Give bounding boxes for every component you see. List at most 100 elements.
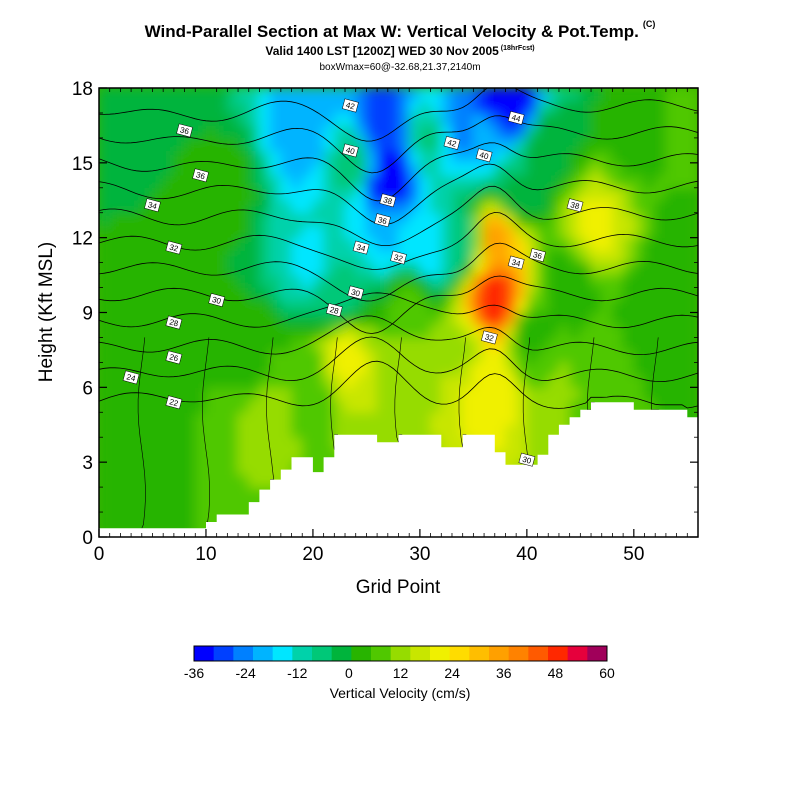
velocity-cell: [151, 349, 164, 363]
velocity-cell: [162, 411, 175, 426]
velocity-cell: [494, 374, 506, 388]
velocity-cell: [611, 349, 624, 363]
velocity-cell: [269, 424, 282, 438]
velocity-cell: [99, 336, 111, 351]
velocity-cell: [216, 262, 228, 276]
velocity-cell: [205, 312, 218, 326]
velocity-cell: [451, 436, 464, 451]
velocity-cell: [483, 237, 496, 251]
velocity-cell: [419, 224, 432, 239]
theta-label-box: [342, 143, 359, 158]
velocity-cell: [141, 137, 153, 151]
velocity-cell: [665, 224, 678, 239]
velocity-cell: [504, 262, 517, 276]
velocity-cell: [547, 374, 560, 388]
velocity-cell: [323, 237, 335, 251]
theta-label-text: 42: [345, 100, 356, 111]
velocity-cell: [269, 237, 282, 251]
velocity-cell: [601, 187, 613, 201]
velocity-cell: [365, 199, 378, 214]
velocity-cell: [130, 499, 143, 513]
velocity-cell: [376, 411, 389, 426]
velocity-cell: [365, 237, 378, 251]
velocity-cell: [365, 424, 378, 438]
velocity-cell: [494, 174, 506, 189]
velocity-cell: [451, 224, 464, 239]
velocity-cell: [515, 374, 528, 388]
theta-label-text: 32: [393, 253, 404, 264]
velocity-cell: [622, 249, 635, 264]
velocity-cell: [430, 249, 442, 264]
velocity-cell: [258, 312, 271, 326]
velocity-cell: [130, 461, 143, 476]
velocity-cell: [462, 424, 474, 438]
velocity-cell: [141, 511, 153, 526]
velocity-cell: [644, 99, 656, 114]
velocity-cell: [119, 224, 132, 239]
velocity-cell: [387, 212, 399, 226]
velocity-cell: [237, 199, 250, 214]
velocity-cell: [430, 336, 442, 351]
velocity-cell: [119, 149, 132, 164]
velocity-cell: [622, 312, 635, 326]
velocity-cell: [504, 88, 517, 101]
velocity-cell: [504, 312, 517, 326]
velocity-cell: [579, 237, 592, 251]
theta-label: 34: [507, 255, 525, 270]
velocity-cell: [184, 274, 196, 289]
velocity-cell: [654, 287, 667, 301]
velocity-cell: [237, 486, 250, 501]
velocity-cell: [119, 249, 132, 264]
velocity-cell: [430, 399, 442, 413]
theta-contour-line: [99, 88, 698, 142]
velocity-cell: [258, 88, 271, 101]
velocity-cell: [686, 324, 698, 338]
velocity-cell: [119, 511, 132, 526]
velocity-cell: [537, 237, 549, 251]
velocity-cell: [162, 249, 175, 264]
velocity-cell: [205, 361, 218, 376]
velocity-cell: [344, 224, 357, 239]
velocity-cell: [686, 274, 698, 289]
velocity-cell: [130, 149, 143, 164]
velocity-cell: [323, 162, 335, 176]
velocity-cell: [430, 99, 442, 114]
velocity-cell: [312, 361, 325, 376]
theta-label: 30: [347, 285, 365, 300]
velocity-cell: [611, 212, 624, 226]
velocity-cell: [494, 112, 506, 126]
velocity-cell: [130, 137, 143, 151]
velocity-cell: [141, 374, 153, 388]
velocity-cell: [333, 99, 346, 114]
velocity-cell: [569, 112, 581, 126]
velocity-cell: [109, 449, 121, 463]
velocity-cell: [569, 187, 581, 201]
velocity-cell: [398, 361, 410, 376]
chart-subtitle: Valid 1400 LST [1200Z] WED 30 Nov 2005 (1…: [0, 44, 800, 58]
velocity-cell: [472, 399, 485, 413]
velocity-cell: [323, 174, 335, 189]
velocity-cell: [440, 162, 453, 176]
colorbar-swatch: [469, 646, 490, 661]
velocity-cell: [333, 324, 346, 338]
velocity-cell: [355, 399, 367, 413]
velocity-cell: [504, 199, 517, 214]
velocity-cell: [558, 199, 571, 214]
velocity-cell: [686, 374, 698, 388]
velocity-cell: [162, 374, 175, 388]
velocity-cell: [130, 249, 143, 264]
velocity-cell: [291, 436, 303, 451]
velocity-cell: [312, 174, 325, 189]
velocity-cell: [312, 336, 325, 351]
velocity-cell: [601, 274, 613, 289]
velocity-cell: [130, 224, 143, 239]
velocity-cell: [162, 461, 175, 476]
velocity-cell: [676, 361, 688, 376]
velocity-cell: [226, 499, 239, 513]
velocity-cell: [611, 124, 624, 139]
velocity-cell: [323, 137, 335, 151]
velocity-cell: [312, 349, 325, 363]
velocity-cell: [280, 386, 293, 401]
velocity-cell: [515, 436, 528, 451]
velocity-cell: [269, 436, 282, 451]
